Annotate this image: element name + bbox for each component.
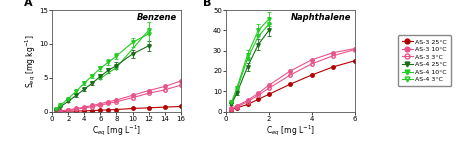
X-axis label: C$_{eq}$ [mg L$^{-1}$]: C$_{eq}$ [mg L$^{-1}$] [266, 123, 315, 138]
Text: B: B [203, 0, 211, 8]
Legend: AS-3 25°C, AS-3 10°C, AS-3 3°C, AS-4 25°C, AS-4 10°C, AS-4 3°C: AS-3 25°C, AS-3 10°C, AS-3 3°C, AS-4 25°… [398, 35, 451, 86]
Text: A: A [24, 0, 33, 8]
Text: Naphthalene: Naphthalene [291, 13, 351, 22]
Text: Benzene: Benzene [137, 13, 177, 22]
Y-axis label: S$_{eq}$ [mg kg$^{-1}$]: S$_{eq}$ [mg kg$^{-1}$] [23, 34, 37, 88]
X-axis label: C$_{eq}$ [mg L$^{-1}$]: C$_{eq}$ [mg L$^{-1}$] [92, 123, 141, 138]
